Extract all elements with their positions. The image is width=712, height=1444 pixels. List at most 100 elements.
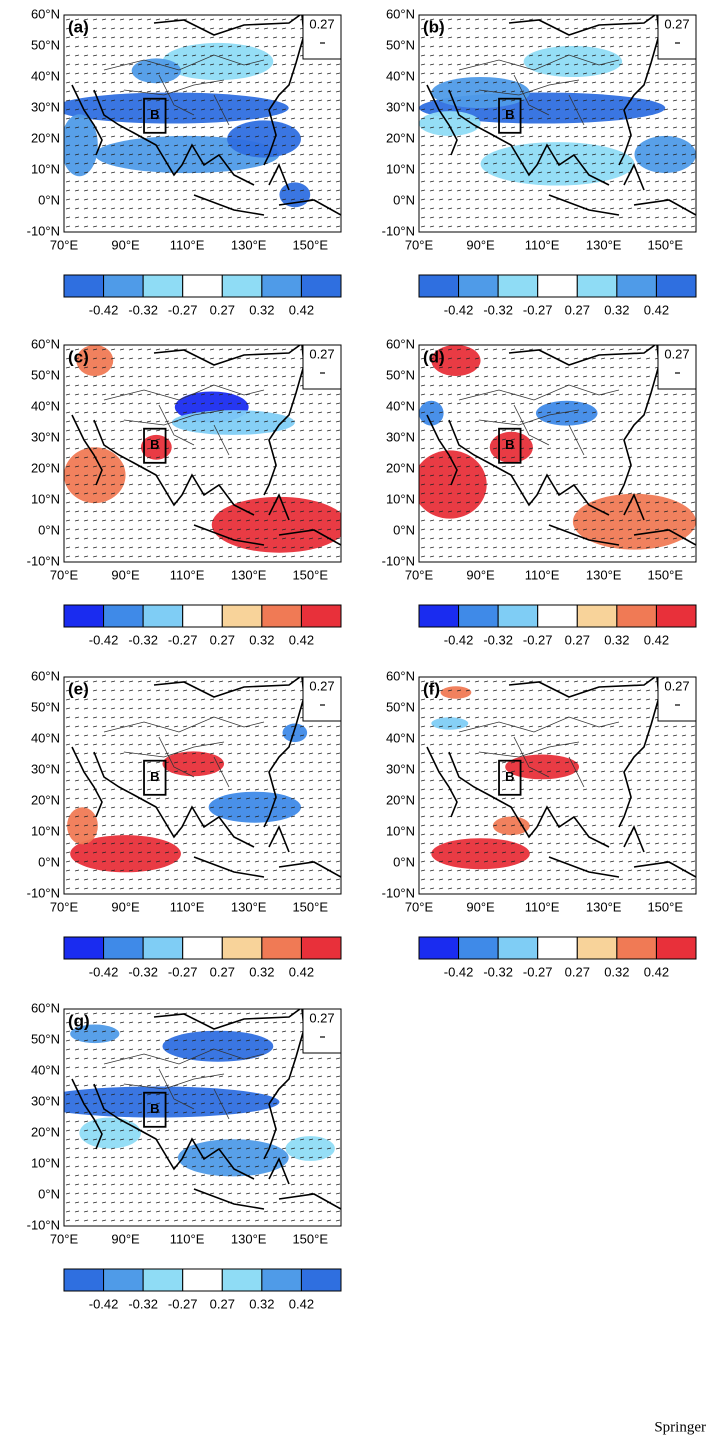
y-tick-label: 10°N: [31, 161, 60, 176]
colorbar-swatch: [182, 604, 223, 628]
y-tick-label: 0°N: [393, 192, 415, 207]
panel-label: (g): [68, 1011, 90, 1030]
colorbar-swatch: [182, 1268, 223, 1292]
colorbar-label: 0.27: [210, 302, 235, 317]
colorbar-swatch: [300, 604, 342, 628]
x-tick-label: 150°E: [647, 567, 683, 582]
y-tick-label: 20°N: [31, 130, 60, 145]
colorbar-swatch: [300, 274, 342, 298]
colorbar-label: 0.42: [289, 964, 314, 979]
y-tick-label: 60°N: [31, 668, 60, 683]
x-tick-label: 110°E: [170, 899, 205, 914]
region-label: B: [505, 437, 514, 452]
y-tick-label: 10°N: [31, 1155, 60, 1170]
region-box: [498, 759, 522, 796]
region-box: [143, 97, 167, 134]
colorbar-label: 0.32: [249, 302, 274, 317]
colorbar-label: 0.32: [604, 632, 629, 647]
colorbar-label: -0.32: [128, 1296, 158, 1311]
y-tick-label: 0°N: [38, 192, 60, 207]
y-tick-label: 60°N: [386, 336, 415, 351]
wind-vectors: [64, 1009, 341, 1226]
y-tick-label: 0°N: [393, 522, 415, 537]
y-tick-label: 10°N: [31, 823, 60, 838]
colorbar-swatch: [616, 936, 657, 960]
y-tick-label: -10°N: [382, 223, 415, 238]
colorbar-swatch: [300, 936, 342, 960]
region-label: B: [150, 437, 159, 452]
wind-vectors: [64, 677, 341, 894]
x-tick-label: 130°E: [586, 567, 622, 582]
colorbar-label: -0.42: [444, 302, 474, 317]
colorbar-swatch: [418, 936, 460, 960]
colorbar-label: -0.27: [523, 302, 553, 317]
map-frame: [418, 14, 697, 233]
y-tick-label: 50°N: [31, 699, 60, 714]
region-box: [143, 427, 167, 464]
y-tick-label: 60°N: [386, 668, 415, 683]
colorbar-swatch: [261, 604, 302, 628]
colorbar-swatch: [261, 936, 302, 960]
coastline: [426, 345, 696, 546]
coastline: [426, 15, 696, 216]
x-tick-label: 130°E: [231, 899, 267, 914]
colorbar-swatch: [103, 1268, 144, 1292]
map-area: [64, 1009, 341, 1226]
x-tick-label: 110°E: [525, 237, 560, 252]
colorbar-label: 0.32: [604, 964, 629, 979]
colorbar-label: 0.27: [565, 964, 590, 979]
y-tick-label: -10°N: [382, 553, 415, 568]
colorbar-swatch: [537, 274, 578, 298]
region-label: B: [505, 769, 514, 784]
x-tick-label: 70°E: [50, 1231, 79, 1246]
colorbar-swatch: [458, 604, 499, 628]
colorbar-swatch: [182, 936, 223, 960]
colorbar-label: 0.32: [604, 302, 629, 317]
y-tick-label: 0°N: [38, 522, 60, 537]
y-tick-label: 40°N: [386, 730, 415, 745]
y-tick-label: 30°N: [31, 99, 60, 114]
colorbar-swatch: [261, 274, 302, 298]
colorbar-label: -0.42: [444, 632, 474, 647]
reference-value: 0.27: [309, 346, 334, 361]
y-tick-label: 40°N: [31, 398, 60, 413]
map-area: [419, 677, 696, 894]
y-tick-label: 60°N: [31, 6, 60, 21]
map-panel: B (f) 0.27 60°N 50°N 40°N 30°N 20°N 10°N 0°N -10°N…: [382, 668, 697, 979]
x-tick-label: 110°E: [170, 567, 205, 582]
y-tick-label: -10°N: [27, 553, 60, 568]
x-tick-label: 90°E: [111, 567, 140, 582]
y-tick-label: -10°N: [27, 885, 60, 900]
map-panel: B (a) 0.27 60°N 50°N 40°N 30°N 20°N 10°N 0°N -10°N…: [27, 6, 342, 317]
y-tick-label: 20°N: [31, 460, 60, 475]
panel-label: (d): [423, 347, 445, 366]
colorbar-swatch: [576, 604, 618, 628]
colorbar-swatch: [221, 936, 263, 960]
colorbar-swatch: [63, 604, 105, 628]
reference-box: [302, 344, 342, 390]
map-panel: B (b) 0.27 60°N 50°N 40°N 30°N 20°N 10°N 0°N -10°N…: [382, 6, 697, 317]
y-tick-label: 30°N: [386, 99, 415, 114]
panel-label: (f): [423, 679, 440, 698]
colorbar-swatch: [300, 1268, 342, 1292]
colorbar-swatch: [221, 1268, 263, 1292]
reference-box: [302, 676, 342, 722]
colorbar-label: -0.32: [128, 302, 158, 317]
y-tick-label: 40°N: [31, 68, 60, 83]
panel-label: (e): [68, 679, 89, 698]
colorbar-label: 0.27: [210, 964, 235, 979]
colorbar-label: 0.32: [249, 1296, 274, 1311]
colorbar-swatch: [142, 936, 184, 960]
map-frame: [418, 676, 697, 895]
colorbar-swatch: [221, 274, 263, 298]
y-tick-label: 60°N: [31, 336, 60, 351]
colorbar-label: -0.42: [444, 964, 474, 979]
x-tick-label: 70°E: [405, 237, 434, 252]
region-label: B: [505, 107, 514, 122]
map-panel: B (g) 0.27 60°N 50°N 40°N 30°N 20°N 10°N 0°N -10°N…: [27, 1000, 342, 1311]
colorbar-label: -0.32: [483, 632, 513, 647]
colorbar-swatch: [418, 274, 460, 298]
x-tick-label: 130°E: [231, 237, 267, 252]
wind-vectors: [419, 15, 696, 232]
x-tick-label: 150°E: [292, 1231, 328, 1246]
